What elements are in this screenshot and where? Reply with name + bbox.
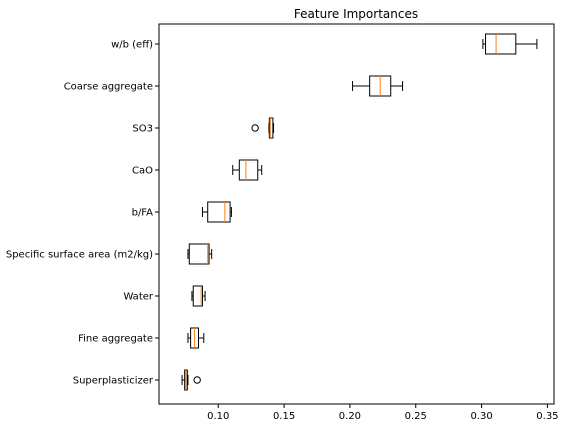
x-tick-label: 0.20 — [339, 411, 361, 422]
x-tick-label: 0.25 — [405, 411, 427, 422]
x-tick-label: 0.35 — [536, 411, 558, 422]
y-tick-label: Coarse aggregate — [64, 82, 153, 93]
x-tick-label: 0.10 — [207, 411, 229, 422]
y-tick-label: w/b (eff) — [111, 40, 153, 51]
y-tick-label: b/FA — [132, 208, 154, 219]
chart-title: Feature Importances — [294, 7, 418, 21]
y-tick-label: Superplasticizer — [73, 376, 154, 387]
y-tick-label: Specific surface area (m2/kg) — [6, 250, 153, 261]
x-tick-label: 0.30 — [470, 411, 492, 422]
y-tick-label: CaO — [132, 166, 153, 177]
y-tick-label: Fine aggregate — [78, 334, 153, 345]
y-tick-label: Water — [123, 292, 153, 303]
y-tick-label: SO3 — [132, 124, 153, 135]
x-tick-label: 0.15 — [273, 411, 295, 422]
